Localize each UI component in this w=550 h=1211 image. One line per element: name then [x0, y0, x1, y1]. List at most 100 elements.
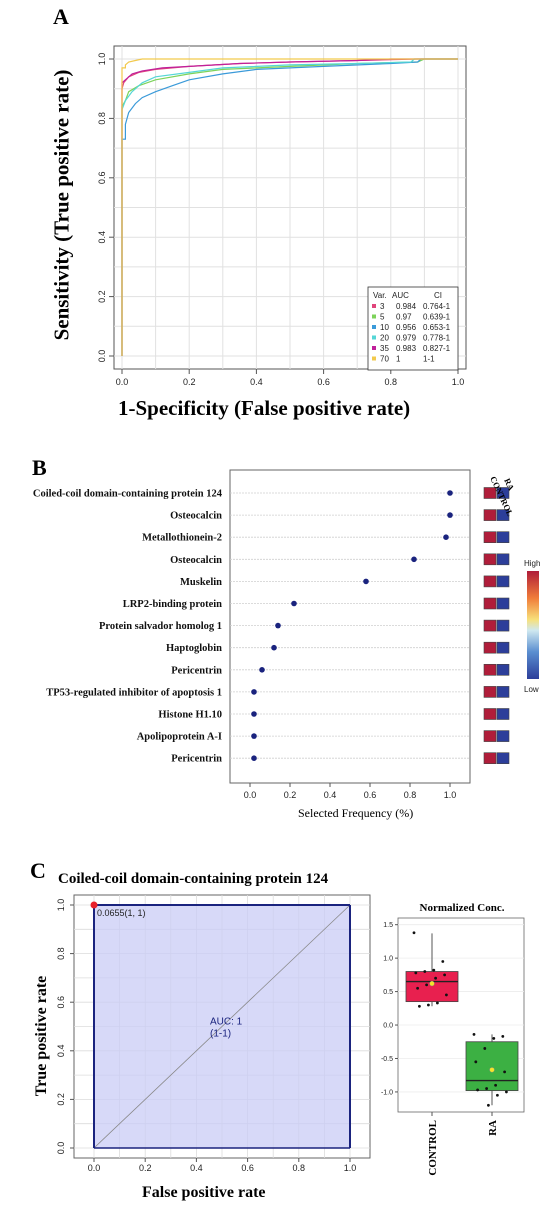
box-ra: [465, 1041, 519, 1091]
box-data-point: [505, 1090, 508, 1094]
optimal-cutoff-point: [90, 901, 98, 909]
legend-var: 35: [380, 344, 389, 353]
box-data-point: [434, 976, 437, 980]
heat-cell-ra: [496, 597, 510, 610]
legend-auc: 0.983: [396, 344, 417, 353]
frequency-dot: [251, 711, 257, 717]
frequency-dot: [251, 733, 257, 739]
x-tick-label: 0.0: [244, 790, 257, 800]
heat-cell-ra: [496, 553, 510, 566]
heat-cell-control: [483, 597, 497, 610]
box-data-point: [476, 1088, 479, 1092]
legend-ci: 0.827-1: [423, 344, 451, 353]
scale-high-label: High: [524, 559, 540, 568]
x-tick-label: 0.0: [116, 377, 129, 387]
box-title: Normalized Conc.: [420, 902, 505, 914]
heat-cell-ra: [496, 575, 510, 588]
legend-header-auc: AUC: [392, 291, 409, 300]
panel-b-frequency-chart: Coiled-coil domain-containing protein 12…: [33, 469, 540, 800]
feature-label: Muskelin: [180, 577, 222, 588]
x-tick-label: 1.0: [444, 790, 457, 800]
panel-b-plot-frame: [229, 469, 471, 784]
legend-var: 70: [380, 355, 389, 364]
frequency-dot: [411, 556, 417, 563]
y-tick-label: 0.4: [97, 231, 107, 244]
legend-ci: 1-1: [423, 355, 435, 364]
scale-low-label: Low: [524, 685, 539, 694]
box-y-tick-label: -1.0: [381, 1089, 393, 1096]
legend-swatch: [372, 346, 376, 350]
y-tick-label: 0.2: [56, 1093, 66, 1106]
roc-line-var-20: [121, 58, 458, 356]
box-data-point: [418, 1004, 421, 1008]
heat-cell-control: [483, 619, 497, 632]
box-data-point: [501, 1035, 505, 1038]
panel-a-xlabel: 1-Specificity (False positive rate): [118, 396, 411, 420]
panel-c-letter: C: [30, 858, 46, 883]
box-y-tick-label: 1.0: [383, 956, 393, 963]
feature-label: LRP2-binding protein: [123, 599, 222, 610]
legend-ci: 0.653-1: [423, 323, 451, 332]
box-mean-marker: [489, 1067, 495, 1073]
heat-cell-control: [483, 553, 497, 566]
heat-cell-control: [483, 663, 497, 676]
roc-line-var-10: [121, 58, 458, 356]
box-mean-marker: [429, 980, 435, 987]
box-data-point: [416, 986, 419, 990]
feature-label: Pericentrin: [171, 665, 222, 676]
box-group-label-control: CONTROL: [427, 1120, 439, 1176]
x-tick-label: 0.2: [183, 377, 196, 387]
cutoff-label: 0.0655(1, 1): [97, 908, 146, 918]
feature-label: Pericentrin: [171, 754, 222, 765]
x-tick-label: 0.4: [190, 1163, 203, 1173]
legend-swatch: [372, 356, 376, 361]
roc-line-var-70: [121, 58, 458, 356]
heat-cell-control: [483, 686, 497, 698]
x-tick-label: 0.4: [250, 377, 263, 387]
frequency-dot: [443, 534, 449, 540]
frequency-dot: [275, 622, 281, 629]
frequency-dot: [271, 644, 277, 651]
legend-auc: 1: [396, 355, 401, 364]
feature-label: Coiled-coil domain-containing protein 12…: [33, 489, 223, 500]
color-scale-bar: [527, 571, 539, 679]
box-data-point: [427, 1003, 430, 1007]
x-tick-label: 0.6: [317, 377, 330, 387]
feature-label: Apolipoprotein A-I: [137, 732, 222, 743]
legend-ci: 0.778-1: [423, 334, 451, 343]
frequency-dot: [447, 490, 453, 496]
box-data-point: [474, 1060, 478, 1064]
ci-label: (1-1): [210, 1029, 231, 1040]
feature-label: Histone H1.10: [158, 710, 222, 721]
legend-swatch: [372, 314, 376, 319]
panel-b-xlabel: Selected Frequency (%): [298, 806, 414, 820]
x-tick-label: 0.8: [293, 1163, 306, 1173]
heat-cell-ra: [496, 663, 510, 676]
box-data-point: [425, 983, 428, 987]
legend-var: 20: [380, 334, 389, 343]
legend-var: 3: [380, 302, 385, 311]
heat-cell-ra: [496, 752, 510, 765]
frequency-dot: [251, 755, 257, 761]
feature-label: Haptoglobin: [166, 643, 222, 654]
x-tick-label: 0.8: [385, 377, 398, 387]
legend-swatch: [372, 335, 376, 340]
box-data-point: [492, 1037, 496, 1040]
x-tick-label: 0.6: [241, 1163, 254, 1173]
legend-var: 10: [380, 323, 389, 332]
feature-label: TP53-regulated inhibitor of apoptosis 1: [46, 687, 222, 698]
panel-c-xlabel: False positive rate: [142, 1184, 266, 1201]
x-tick-label: 0.6: [364, 790, 377, 800]
box-data-point: [503, 1070, 506, 1074]
feature-label: Protein salvador homolog 1: [99, 621, 222, 632]
y-tick-label: 0.6: [56, 996, 66, 1009]
heat-cell-ra: [496, 686, 510, 698]
box-data-point: [423, 970, 427, 973]
box-data-point: [487, 1103, 490, 1107]
legend-auc: 0.97: [396, 313, 412, 322]
x-tick-label: 1.0: [344, 1163, 357, 1173]
y-tick-label: 0.2: [97, 290, 107, 303]
legend-header-var: Var.: [373, 291, 387, 300]
heat-cell-ra: [496, 730, 510, 742]
heat-cell-control: [483, 575, 497, 588]
